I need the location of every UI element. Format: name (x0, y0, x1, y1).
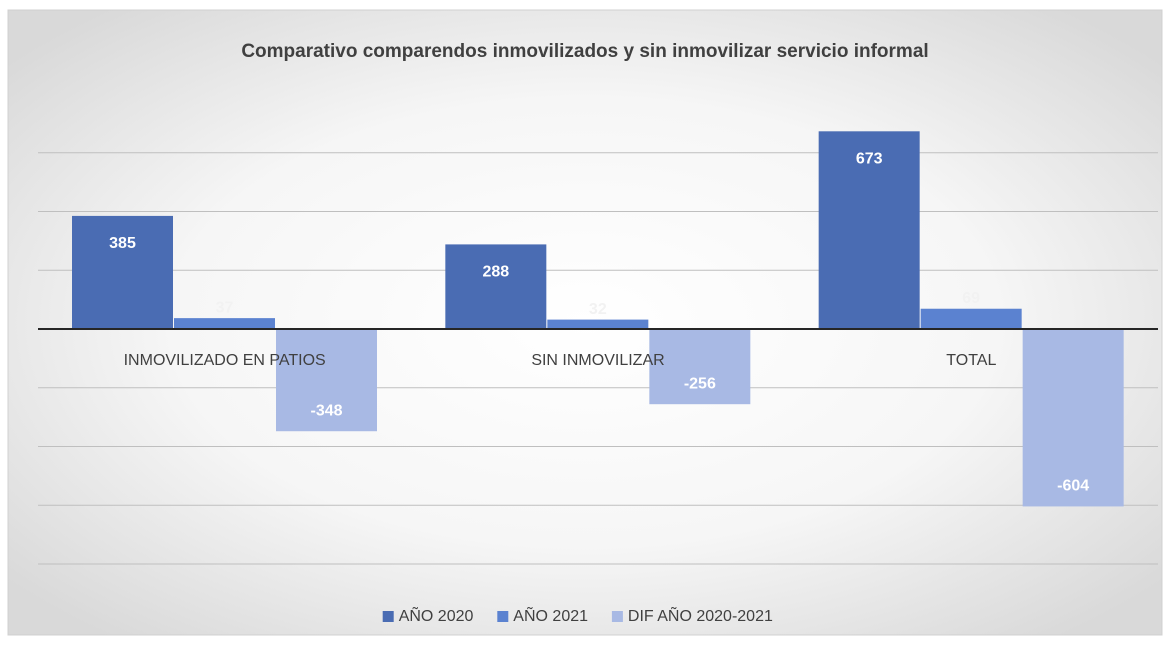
legend-swatch (382, 611, 394, 622)
bar (72, 215, 173, 329)
bar (920, 308, 1022, 329)
x-tick-label: SIN INMOVILIZAR (531, 352, 664, 369)
bar (276, 329, 377, 432)
data-label: 37 (216, 299, 234, 316)
bar (174, 318, 275, 329)
data-label: 32 (589, 301, 607, 318)
x-tick-label: TOTAL (946, 352, 996, 369)
data-label: 288 (482, 264, 509, 281)
legend-swatch (611, 611, 623, 622)
bar (547, 319, 649, 329)
data-label: 69 (962, 290, 980, 307)
x-tick-label: INMOVILIZADO EN PATIOS (124, 352, 326, 369)
bar (445, 244, 547, 329)
data-label: 673 (856, 151, 883, 168)
chart-title: Comparativo comparendos inmovilizados y … (241, 41, 928, 62)
legend-label: AÑO 2021 (513, 605, 588, 625)
bar (649, 329, 751, 405)
data-label: -604 (1057, 478, 1089, 495)
legend-swatch (497, 611, 509, 622)
legend-label: AÑO 2020 (399, 605, 474, 625)
legend-label: DIF AÑO 2020-2021 (628, 605, 773, 625)
bar (818, 131, 920, 329)
bar (1022, 329, 1124, 507)
data-label: 385 (109, 235, 136, 252)
data-label: -256 (684, 375, 716, 392)
data-label: -348 (310, 402, 342, 419)
